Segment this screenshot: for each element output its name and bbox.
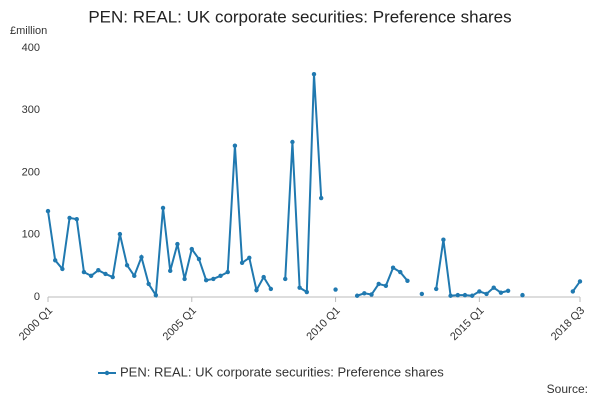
point bbox=[132, 273, 137, 279]
x-tick-label: 2000 Q1 bbox=[17, 305, 55, 343]
point bbox=[225, 269, 230, 275]
point bbox=[139, 254, 144, 260]
point bbox=[290, 139, 295, 145]
point bbox=[354, 293, 360, 298]
point bbox=[318, 195, 324, 201]
point bbox=[153, 292, 159, 298]
point bbox=[434, 286, 439, 292]
point bbox=[491, 285, 496, 290]
x-tick-label: 2015 Q1 bbox=[448, 305, 486, 343]
point bbox=[175, 241, 180, 247]
point bbox=[498, 290, 504, 295]
point bbox=[304, 289, 310, 295]
point bbox=[103, 271, 108, 277]
point bbox=[376, 281, 381, 287]
point bbox=[455, 292, 460, 298]
point bbox=[96, 268, 101, 273]
point bbox=[110, 274, 115, 280]
point bbox=[196, 256, 202, 262]
point bbox=[369, 292, 374, 297]
point bbox=[297, 285, 302, 290]
point bbox=[218, 273, 223, 279]
point bbox=[203, 277, 209, 283]
point bbox=[52, 258, 58, 263]
legend-label: PEN: REAL: UK corporate securities: Pref… bbox=[120, 364, 444, 379]
point bbox=[211, 276, 216, 282]
point bbox=[60, 266, 65, 272]
point bbox=[74, 216, 79, 222]
point bbox=[419, 291, 425, 297]
point bbox=[254, 287, 259, 293]
point bbox=[81, 269, 87, 275]
point bbox=[67, 215, 72, 221]
point bbox=[182, 276, 187, 282]
point bbox=[398, 269, 403, 275]
point bbox=[311, 71, 317, 77]
point bbox=[405, 278, 410, 284]
x-tick-label: 2010 Q1 bbox=[304, 305, 342, 343]
point bbox=[441, 237, 446, 242]
y-tick-label: 0 bbox=[34, 291, 40, 303]
point bbox=[261, 274, 266, 280]
point bbox=[448, 293, 453, 298]
point bbox=[88, 273, 94, 279]
point bbox=[160, 205, 166, 211]
point bbox=[283, 276, 288, 282]
point bbox=[45, 208, 51, 214]
chart-title: PEN: REAL: UK corporate securities: Pref… bbox=[88, 7, 511, 26]
point bbox=[362, 291, 367, 296]
point bbox=[268, 286, 274, 292]
point bbox=[146, 281, 151, 287]
point bbox=[477, 289, 482, 294]
point bbox=[484, 291, 489, 297]
point bbox=[520, 292, 525, 298]
point bbox=[189, 246, 194, 252]
point bbox=[469, 293, 475, 298]
y-tick-label: 300 bbox=[22, 104, 40, 116]
legend-marker bbox=[104, 370, 110, 376]
point bbox=[247, 255, 252, 260]
point bbox=[383, 283, 389, 288]
point bbox=[124, 263, 130, 268]
point bbox=[570, 289, 576, 294]
point bbox=[333, 287, 338, 292]
point bbox=[239, 260, 245, 265]
point bbox=[577, 279, 583, 284]
series-line bbox=[47, 74, 581, 299]
point bbox=[462, 292, 468, 298]
point bbox=[232, 143, 238, 148]
x-tick-label: 2005 Q1 bbox=[161, 305, 199, 343]
point bbox=[390, 265, 396, 270]
y-tick-label: 200 bbox=[22, 166, 40, 178]
point bbox=[505, 288, 511, 293]
y-tick-label: 400 bbox=[22, 42, 40, 54]
y-axis-label: £million bbox=[10, 25, 47, 37]
point bbox=[168, 268, 173, 274]
point bbox=[117, 231, 123, 237]
source: Source: bbox=[547, 382, 588, 396]
x-tick-label: 2018 Q3 bbox=[549, 305, 587, 343]
y-tick-label: 100 bbox=[22, 229, 40, 241]
